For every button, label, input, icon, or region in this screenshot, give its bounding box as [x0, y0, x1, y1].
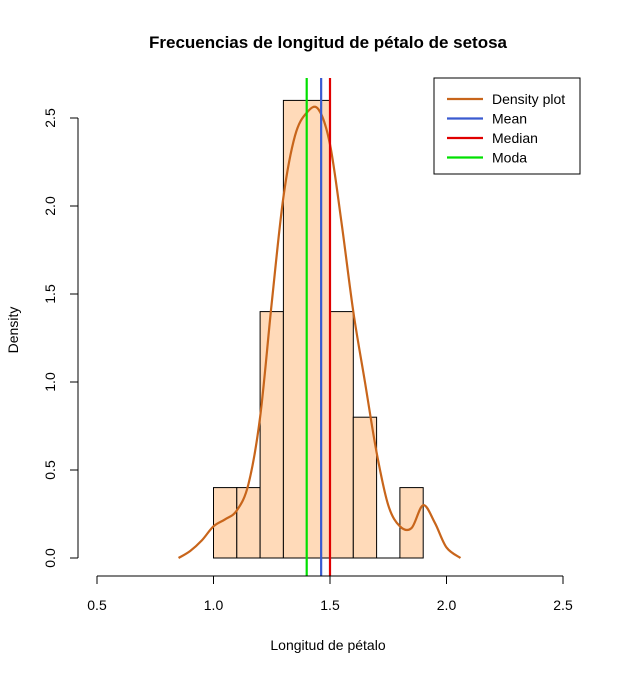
- legend-entry-label: Density plot: [492, 91, 565, 107]
- y-tick-label: 1.0: [42, 372, 58, 392]
- density-curve: [177, 105, 462, 559]
- y-tick-label: 0.0: [42, 548, 58, 568]
- legend-entry-label: Moda: [492, 150, 527, 166]
- x-tick-label: 0.5: [87, 597, 107, 613]
- y-tick-label: 2.0: [42, 196, 58, 216]
- histogram-bar-9: [399, 487, 424, 559]
- legend-entry-label: Median: [492, 130, 538, 146]
- x-axis-label: Longitud de pétalo: [270, 637, 385, 653]
- legend: Density plot Mean Median Moda: [433, 77, 581, 175]
- x-tick-label: 1.5: [320, 597, 340, 613]
- x-tick-label: 2.5: [553, 597, 573, 613]
- histogram-bar-6: [329, 311, 354, 559]
- chart-title: Frecuencias de longitud de pétalo de set…: [149, 33, 508, 52]
- x-tick-label: 1.0: [204, 597, 224, 613]
- y-axis-label: Density: [5, 307, 21, 354]
- legend-entry-label: Mean: [492, 111, 527, 127]
- x-axis: 0.5 1.0 1.5 2.0 2.5: [87, 575, 573, 613]
- legend-box: [433, 77, 581, 175]
- histogram-bar-7: [352, 416, 378, 559]
- y-tick-label: 0.5: [42, 460, 58, 480]
- y-axis: 0.0 0.5 1.0 1.5 2.0 2.5: [42, 108, 79, 568]
- histogram-bar-2: [236, 487, 261, 559]
- histogram-bar-5: [306, 99, 331, 559]
- y-tick-label: 2.5: [42, 108, 58, 128]
- plot-area: [177, 78, 462, 576]
- y-tick-label: 1.5: [42, 284, 58, 304]
- histogram-bar-3: [259, 311, 284, 559]
- x-tick-label: 2.0: [437, 597, 457, 613]
